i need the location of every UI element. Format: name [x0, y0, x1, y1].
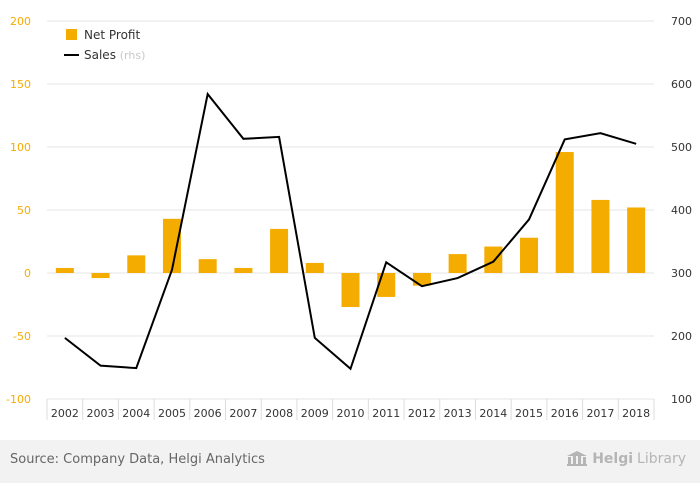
bar-net-profit-2006 — [198, 259, 217, 273]
footer: Source: Company Data, Helgi Analytics He… — [0, 440, 700, 483]
bar-net-profit-2012 — [412, 273, 431, 286]
line-sales — [64, 91, 637, 371]
chart: -100 -50 0 50 100 150 200 100 200 300 400 500 600 700… — [6, 15, 692, 420]
y-right-tick-label: 600 — [671, 78, 692, 91]
bar-net-profit-2004 — [127, 255, 146, 273]
x-tick-label: 2011 — [372, 407, 400, 420]
y-right-tick-label: 400 — [671, 204, 692, 217]
y-right-tick-label: 300 — [671, 267, 692, 280]
x-tick-label: 2005 — [158, 407, 186, 420]
x-tick-label: 2012 — [408, 407, 436, 420]
brand-name-light: Library — [637, 451, 686, 467]
x-tick-label: 2003 — [87, 407, 115, 420]
x-tick-label: 2008 — [265, 407, 293, 420]
bar-net-profit-2007 — [234, 267, 253, 273]
bar-net-profit-2017 — [591, 199, 610, 273]
bar-net-profit-2010 — [341, 273, 360, 308]
bar-net-profit-2011 — [377, 273, 396, 297]
x-tick-label: 2006 — [194, 407, 222, 420]
bar-net-profit-2015 — [520, 237, 539, 273]
x-tick-label: 2016 — [551, 407, 579, 420]
y-left-tick-label: 150 — [10, 78, 31, 91]
bar-net-profit-2002 — [55, 267, 74, 273]
bar-net-profit-2009 — [305, 262, 324, 273]
x-tick-label: 2007 — [229, 407, 257, 420]
legend-label-net-profit: Net Profit — [84, 28, 140, 42]
bar-net-profit-2008 — [270, 228, 289, 273]
legend-swatch-net-profit — [66, 29, 77, 40]
x-tick-label: 2018 — [622, 407, 650, 420]
x-tick-label: 2004 — [122, 407, 150, 420]
bar-net-profit-2014 — [484, 246, 503, 273]
x-tick-label: 2017 — [586, 407, 614, 420]
building-icon — [567, 451, 588, 466]
legend-label-sales-suffix: (rhs) — [120, 49, 146, 62]
bar-net-profit-2013 — [448, 254, 467, 273]
y-right-tick-label: 700 — [671, 15, 692, 28]
y-left-tick-label: 200 — [10, 15, 31, 28]
y-left-tick-label: 50 — [17, 204, 31, 217]
y-left-tick-label: -100 — [6, 393, 31, 406]
x-tick-label: 2002 — [51, 407, 79, 420]
brand-name-bold: Helgi — [592, 451, 634, 467]
bar-net-profit-2003 — [91, 273, 110, 279]
y-right-tick-label: 200 — [671, 330, 692, 343]
x-tick-label: 2015 — [515, 407, 543, 420]
bar-net-profit-2005 — [162, 218, 181, 273]
bar-net-profit-2018 — [627, 207, 646, 273]
source-note: Source: Company Data, Helgi Analytics — [10, 452, 265, 467]
x-tick-label: 2010 — [337, 407, 365, 420]
y-right-tick-label: 500 — [671, 141, 692, 154]
helgi-library-logo: Helgi Library — [566, 451, 686, 467]
y-left-tick-label: -50 — [13, 330, 31, 343]
x-tick-label: 2013 — [444, 407, 472, 420]
y-left-tick-label: 0 — [24, 267, 31, 280]
legend-label-sales: Sales (rhs) — [84, 48, 145, 62]
x-tick-label: 2014 — [479, 407, 507, 420]
y-left-tick-label: 100 — [10, 141, 31, 154]
y-right-tick-label: 100 — [671, 393, 692, 406]
bar-net-profit-2016 — [555, 152, 574, 273]
x-tick-label: 2009 — [301, 407, 329, 420]
